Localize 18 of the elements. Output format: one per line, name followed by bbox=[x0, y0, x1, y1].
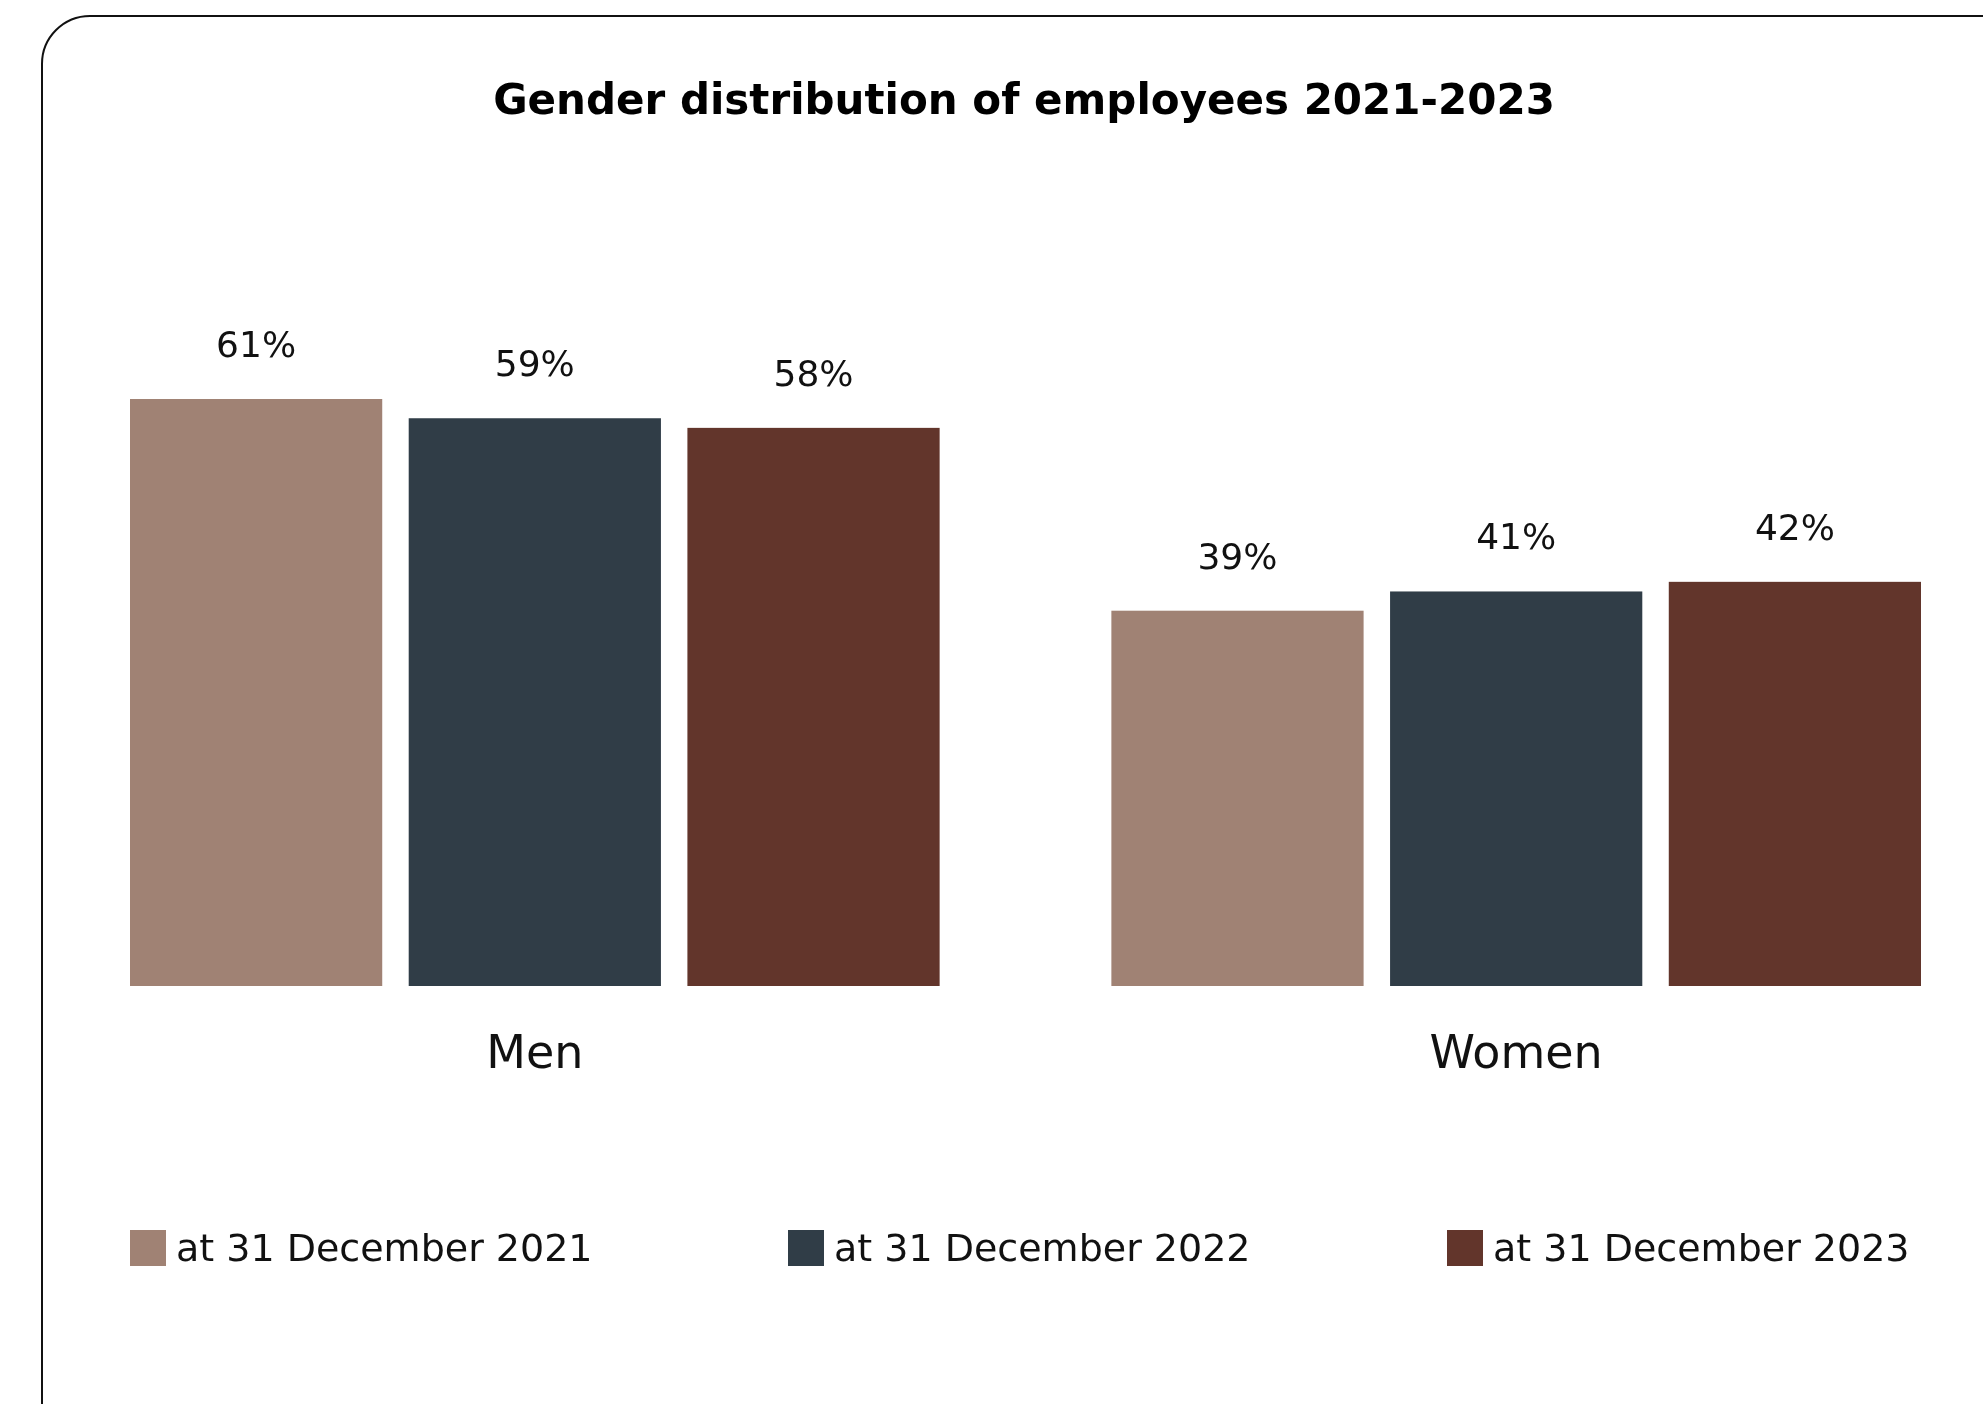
x-tick-label: Men bbox=[486, 1025, 584, 1079]
data-label: 58% bbox=[773, 352, 854, 394]
x-tick-label: Women bbox=[1429, 1025, 1603, 1079]
legend-label: at 31 December 2023 bbox=[1493, 1226, 1910, 1270]
data-label: 59% bbox=[494, 343, 575, 385]
bar bbox=[1668, 581, 1921, 986]
chart-title: Gender distribution of employees 2021-2023 bbox=[493, 75, 1555, 124]
legend-label: at 31 December 2021 bbox=[176, 1226, 593, 1270]
data-label: 41% bbox=[1476, 516, 1557, 558]
bar bbox=[1390, 591, 1643, 986]
data-label: 42% bbox=[1754, 506, 1835, 548]
bar bbox=[408, 418, 661, 986]
data-label: 61% bbox=[216, 324, 297, 365]
bar bbox=[130, 399, 383, 986]
data-label: 39% bbox=[1197, 535, 1278, 577]
legend-label: at 31 December 2022 bbox=[834, 1226, 1251, 1270]
bar bbox=[687, 427, 940, 986]
bar bbox=[1111, 610, 1364, 986]
